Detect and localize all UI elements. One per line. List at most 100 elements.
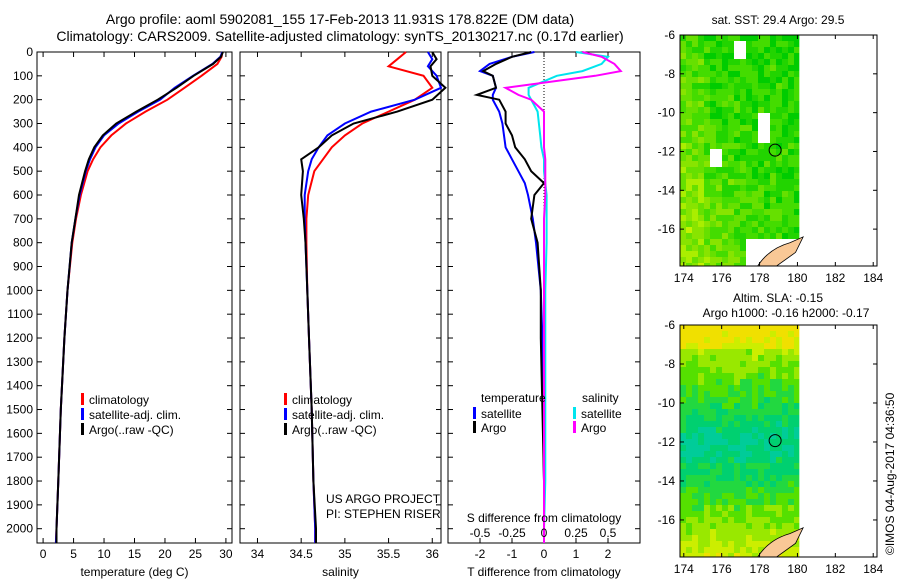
map-cell bbox=[740, 523, 746, 529]
map-cell bbox=[680, 451, 686, 457]
argo-position-marker bbox=[768, 434, 782, 448]
map-cell bbox=[764, 373, 770, 379]
map-cell bbox=[680, 251, 686, 257]
map-cell bbox=[752, 203, 758, 209]
map-cell bbox=[710, 107, 716, 113]
map-cell bbox=[782, 71, 788, 77]
map-cell bbox=[794, 53, 800, 59]
map-cell bbox=[782, 77, 788, 83]
map-cell bbox=[728, 397, 734, 403]
map-cell bbox=[692, 191, 698, 197]
map-cell bbox=[734, 119, 740, 125]
map-cell bbox=[722, 167, 728, 173]
map-cell bbox=[740, 179, 746, 185]
map-cell bbox=[770, 373, 776, 379]
map-cell bbox=[698, 53, 704, 59]
map-cell bbox=[740, 487, 746, 493]
map-cell bbox=[698, 155, 704, 161]
map-cell bbox=[680, 505, 686, 511]
map-cell bbox=[782, 197, 788, 203]
map-cell bbox=[794, 421, 800, 427]
map-cell bbox=[716, 215, 722, 221]
map-cell bbox=[710, 101, 716, 107]
map-cell bbox=[728, 523, 734, 529]
legend-swatch bbox=[81, 393, 84, 405]
map-cell bbox=[764, 83, 770, 89]
map-cell bbox=[782, 221, 788, 227]
map-cell bbox=[764, 517, 770, 523]
map-cell bbox=[692, 215, 698, 221]
map-cell bbox=[776, 469, 782, 475]
map-cell bbox=[728, 185, 734, 191]
map-cell bbox=[758, 47, 764, 53]
map-cell bbox=[728, 203, 734, 209]
y-tick-label: 2000 bbox=[6, 522, 33, 536]
map-cell bbox=[740, 71, 746, 77]
map-cell bbox=[710, 535, 716, 541]
map-cell bbox=[722, 331, 728, 337]
map-cell bbox=[692, 439, 698, 445]
map-cell bbox=[758, 463, 764, 469]
map-cell bbox=[794, 511, 800, 517]
map-cell bbox=[782, 439, 788, 445]
map-cell bbox=[680, 155, 686, 161]
map-cell bbox=[722, 505, 728, 511]
map-cell bbox=[686, 191, 692, 197]
map-cell bbox=[686, 161, 692, 167]
map-cell bbox=[680, 41, 686, 47]
map-cell bbox=[734, 337, 740, 343]
map-cell bbox=[716, 499, 722, 505]
map-cell bbox=[734, 215, 740, 221]
map-cell bbox=[716, 355, 722, 361]
map-cell bbox=[740, 343, 746, 349]
map-cell bbox=[728, 325, 734, 331]
map-cell bbox=[788, 101, 794, 107]
y-tick-label: 400 bbox=[13, 140, 33, 154]
series-line-s-argo bbox=[502, 51, 623, 543]
map-cell bbox=[680, 65, 686, 71]
map-cell bbox=[794, 209, 800, 215]
map-cell bbox=[698, 113, 704, 119]
map-cell bbox=[728, 179, 734, 185]
map-cell bbox=[752, 331, 758, 337]
map-cell bbox=[734, 499, 740, 505]
x-tick-label: 15 bbox=[128, 547, 142, 561]
map-cell bbox=[752, 391, 758, 397]
map-cell bbox=[692, 505, 698, 511]
map-cell bbox=[734, 245, 740, 251]
map-cell bbox=[752, 535, 758, 541]
map-cell bbox=[728, 541, 734, 547]
map-cell bbox=[734, 349, 740, 355]
map-cell bbox=[764, 463, 770, 469]
map-cell bbox=[680, 209, 686, 215]
map-cell bbox=[734, 541, 740, 547]
map-cell bbox=[704, 203, 710, 209]
map-cell bbox=[698, 227, 704, 233]
map-cell bbox=[686, 125, 692, 131]
y-tick-label: -12 bbox=[658, 435, 676, 449]
map-cell bbox=[698, 505, 704, 511]
map-cell bbox=[776, 221, 782, 227]
map-cell bbox=[692, 451, 698, 457]
map-cell bbox=[752, 385, 758, 391]
map-cell bbox=[710, 547, 716, 553]
map-cell bbox=[728, 71, 734, 77]
map-cell bbox=[692, 355, 698, 361]
map-cell bbox=[686, 385, 692, 391]
map-cell bbox=[740, 553, 746, 557]
map-cell bbox=[704, 475, 710, 481]
map-cell bbox=[698, 337, 704, 343]
map-cell bbox=[734, 83, 740, 89]
map-cell bbox=[758, 233, 764, 239]
map-cell bbox=[782, 155, 788, 161]
map-cell bbox=[692, 209, 698, 215]
map-cell bbox=[782, 529, 788, 535]
map-cell bbox=[710, 59, 716, 65]
map-cell bbox=[794, 71, 800, 77]
map-cell bbox=[770, 89, 776, 95]
map-cell bbox=[710, 373, 716, 379]
map-cell bbox=[722, 191, 728, 197]
legend-swatch bbox=[473, 421, 476, 433]
map-cell bbox=[728, 251, 734, 257]
map-cell bbox=[776, 403, 782, 409]
